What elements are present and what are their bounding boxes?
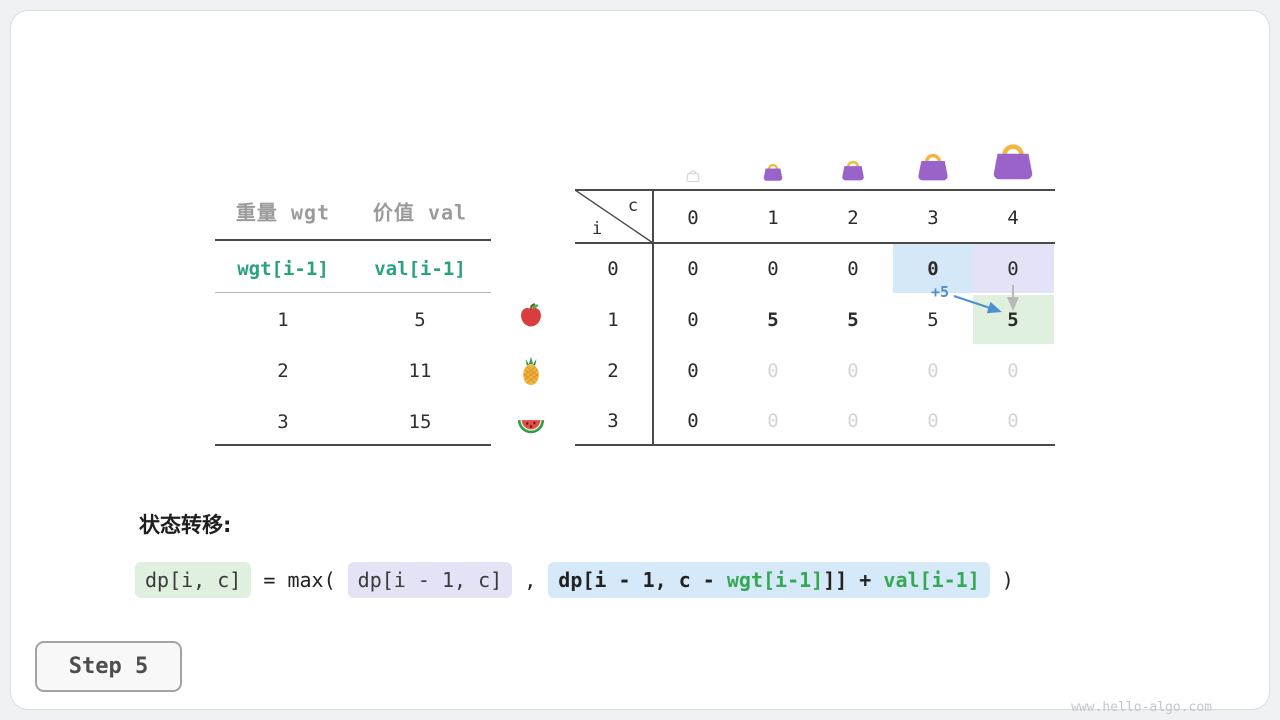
item-val-1: 5 — [414, 309, 426, 331]
item-table-mid-rule — [215, 292, 491, 293]
apple-icon — [521, 303, 541, 327]
formula-lhs-box: dp[i, c] — [135, 562, 252, 598]
dp-corner-row-var: i — [591, 219, 603, 239]
dp-cell-1-3: 5 — [927, 309, 939, 331]
dp-table-vertical-rule — [652, 189, 654, 446]
dp-cell-1-0: 0 — [687, 309, 699, 331]
formula-option2-wgt-term: wgt[i-1] — [726, 568, 824, 592]
item-val-3: 15 — [408, 411, 432, 433]
item-table-top-rule — [215, 239, 491, 241]
handbag-icon — [842, 160, 864, 181]
item-val-2: 11 — [408, 360, 432, 382]
dp-cell-2-2: 0 — [847, 360, 859, 382]
dp-cell-3-3: 0 — [927, 410, 939, 432]
item-table-var-val: val[i-1] — [374, 258, 466, 280]
formula-option2-box: dp[i - 1, c - wgt[i-1]]] + val[i-1] — [548, 562, 990, 598]
formula-option2-part1: dp[i - 1, c - — [558, 568, 727, 592]
item-table-bottom-rule — [215, 444, 491, 446]
dp-cell-0-0: 0 — [687, 258, 699, 280]
dp-cell-1-2: 5 — [847, 309, 859, 331]
dp-cell-2-3: 0 — [927, 360, 939, 382]
dp-cell-3-1: 0 — [767, 410, 779, 432]
dp-cell-1-1: 5 — [767, 309, 779, 331]
dp-cell-highlight-source-blue — [893, 244, 973, 293]
dp-cell-3-2: 0 — [847, 410, 859, 432]
item-wgt-1: 1 — [277, 309, 289, 331]
dp-col-header-0: 0 — [687, 207, 699, 229]
item-wgt-3: 3 — [277, 411, 289, 433]
dp-col-header-3: 3 — [927, 207, 939, 229]
dp-row-header-1: 1 — [607, 309, 619, 331]
dp-table-top-rule — [575, 189, 1055, 191]
step-badge: Step 5 — [35, 641, 182, 692]
pineapple-icon — [523, 356, 539, 385]
dp-row-header-2: 2 — [607, 360, 619, 382]
state-transition-formula: dp[i, c] = max( dp[i - 1, c] , dp[i - 1,… — [135, 562, 1014, 598]
dp-cell-2-0: 0 — [687, 360, 699, 382]
dp-cell-0-4: 0 — [1007, 258, 1019, 280]
transition-arrow-blue — [953, 295, 1002, 314]
item-table-header-value: 价值 val — [372, 200, 468, 225]
dp-table-header-rule — [575, 242, 1055, 244]
formula-equals-max: = max( — [251, 568, 348, 592]
dp-cell-2-1: 0 — [767, 360, 779, 382]
watermark: www.hello-algo.com — [1071, 700, 1212, 715]
dp-col-header-2: 2 — [847, 207, 859, 229]
item-table-header-weight: 重量 wgt — [235, 200, 331, 225]
dp-corner-diagonal — [575, 190, 654, 244]
dp-cell-2-4: 0 — [1007, 360, 1019, 382]
dp-cell-0-3: 0 — [927, 258, 939, 280]
handbag-icon — [918, 153, 948, 181]
dp-cell-highlight-source-lavender — [973, 244, 1054, 293]
formula-comma: , — [512, 568, 549, 592]
dp-cell-0-2: 0 — [847, 258, 859, 280]
dp-cell-3-0: 0 — [687, 410, 699, 432]
dp-row-header-0: 0 — [607, 258, 619, 280]
watermelon-icon — [517, 420, 545, 434]
dp-cell-0-1: 0 — [767, 258, 779, 280]
dp-arrows-layer — [575, 190, 1019, 314]
dp-cell-1-4: 5 — [1007, 309, 1019, 331]
dp-cell-3-4: 0 — [1007, 410, 1019, 432]
item-table-var-wgt: wgt[i-1] — [237, 258, 329, 280]
dp-col-header-1: 1 — [767, 207, 779, 229]
dp-col-header-4: 4 — [1007, 207, 1019, 229]
handbag-icon — [763, 164, 783, 181]
dp-table-bottom-rule — [575, 444, 1055, 446]
item-wgt-2: 2 — [277, 360, 289, 382]
formula-section-label: 状态转移: — [139, 513, 232, 537]
formula-option2-part2: ]] + — [823, 568, 884, 592]
handbag-icon-empty — [686, 170, 700, 182]
dp-row-header-3: 3 — [607, 410, 619, 432]
transition-annotation: +5 — [930, 283, 950, 301]
formula-option1-box: dp[i - 1, c] — [347, 562, 513, 598]
dp-corner-col-var: c — [627, 196, 639, 216]
formula-close-paren: ) — [989, 568, 1014, 592]
formula-option2-val-term: val[i-1] — [883, 568, 980, 592]
handbag-icon — [993, 144, 1033, 180]
